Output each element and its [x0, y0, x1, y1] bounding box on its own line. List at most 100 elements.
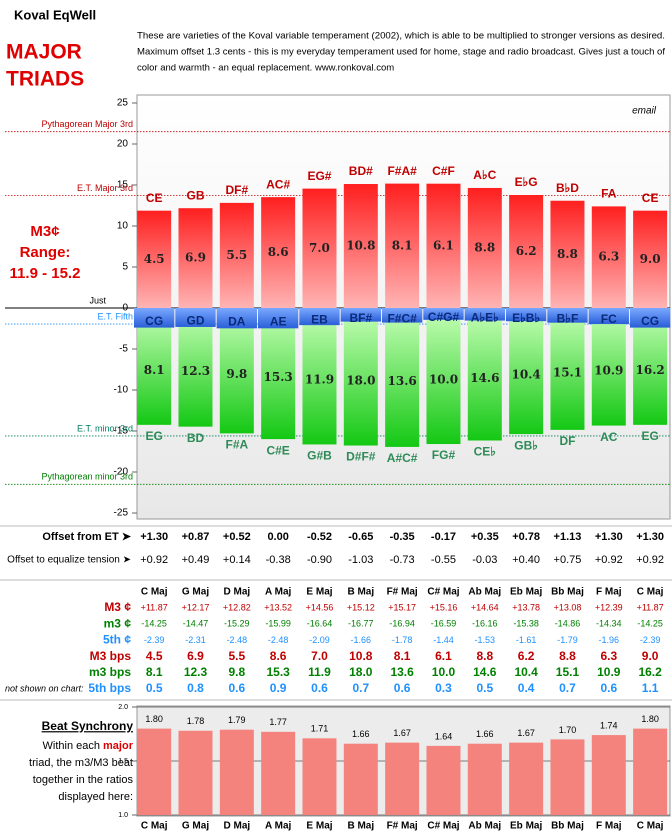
beat-text: Within each major	[43, 740, 134, 752]
note-label: A♭C	[473, 168, 496, 182]
table-cell: -1.96	[599, 635, 620, 645]
bar	[509, 308, 544, 435]
table-cell: +12.82	[223, 602, 251, 612]
beat-label: 6.2	[516, 244, 537, 258]
value-label: 1.79	[228, 715, 246, 725]
beat-label: 11.9	[305, 373, 334, 387]
table-note: not shown on chart:	[5, 683, 84, 693]
table-cell: 0.6	[600, 681, 617, 695]
table-cell: -15.38	[513, 619, 539, 629]
offset-cell: +0.92	[140, 554, 168, 566]
note-label: BF#	[349, 311, 372, 325]
table-cell: 0.4	[518, 681, 535, 695]
beat-label: 8.6	[268, 245, 289, 259]
y-tick-label: 20	[117, 139, 129, 150]
note-label: CG	[641, 314, 659, 328]
bar	[261, 731, 296, 815]
description: color and warmth - an equal replacement.…	[137, 63, 394, 74]
value-label: 1.71	[311, 724, 329, 734]
offset-cell: -1.03	[348, 554, 373, 566]
fifth-band	[629, 308, 671, 328]
email-link[interactable]: email	[632, 106, 657, 117]
offset-cell: -0.55	[431, 554, 456, 566]
heading: TRIADS	[6, 68, 84, 91]
reference-label: Pythagorean minor 3rd	[41, 472, 133, 482]
fifth-band	[257, 308, 299, 329]
table-cell: -2.31	[185, 635, 206, 645]
bar	[219, 202, 254, 308]
bar	[633, 728, 668, 815]
table-cell: 5.5	[228, 649, 245, 663]
table-cell: -14.47	[183, 619, 209, 629]
beat-label: 14.6	[470, 371, 499, 385]
value-label: 1.80	[145, 714, 163, 724]
offset-cell: -0.03	[472, 554, 497, 566]
beat-label: 18.0	[346, 373, 375, 387]
beat-label: 10.9	[594, 363, 623, 377]
beat-label: 10.4	[512, 368, 541, 382]
bar	[219, 729, 254, 815]
column-header: D Maj	[223, 587, 250, 598]
note-label: B♭D	[556, 181, 579, 195]
table-cell: -14.25	[141, 619, 167, 629]
table-cell: 13.6	[390, 665, 414, 679]
bar	[261, 197, 296, 308]
note-label: C#F	[432, 164, 455, 178]
x-tick-label: D Maj	[223, 821, 250, 832]
offset-cell: +0.87	[182, 531, 210, 543]
heading: MAJOR	[6, 41, 82, 64]
table-cell: 0.5	[476, 681, 493, 695]
beat-label: 6.9	[185, 251, 206, 265]
column-header: F# Maj	[387, 587, 418, 598]
beat-label: 6.3	[598, 250, 619, 264]
offset-cell: -0.35	[390, 531, 415, 543]
offset-cell: +0.35	[471, 531, 499, 543]
table-cell: -2.39	[640, 635, 661, 645]
table-cell: 8.1	[394, 649, 411, 663]
row-label: 5th ¢	[103, 633, 131, 647]
bar	[426, 745, 461, 815]
beat-label: 10.0	[429, 373, 458, 387]
note-label: AC	[600, 430, 618, 444]
note-label: CE♭	[474, 445, 496, 459]
bar	[550, 308, 585, 430]
table-cell: 15.1	[556, 665, 580, 679]
table-cell: 1.1	[642, 681, 659, 695]
x-tick-label: C# Maj	[427, 821, 459, 832]
beat-label: 6.1	[433, 238, 454, 252]
bar	[550, 200, 585, 308]
beat-text: displayed here:	[58, 791, 133, 803]
table-cell: +12.39	[595, 602, 623, 612]
note-label: FC	[601, 312, 617, 326]
bar	[467, 308, 502, 441]
offset-cell: +0.78	[512, 531, 540, 543]
column-header: B Maj	[347, 587, 374, 598]
table-cell: 12.3	[184, 665, 208, 679]
y-tick-label: -20	[114, 467, 129, 478]
beat-text: major	[103, 740, 134, 752]
offset-cell: +0.14	[223, 554, 251, 566]
table-cell: 0.7	[559, 681, 576, 695]
value-label: 1.64	[435, 731, 453, 741]
table-cell: -1.78	[392, 635, 413, 645]
table-cell: -1.44	[433, 635, 454, 645]
table-cell: -1.53	[475, 635, 496, 645]
offset-cell: -0.17	[431, 531, 456, 543]
table-cell: 11.9	[308, 665, 331, 679]
table-cell: 8.8	[476, 649, 493, 663]
x-tick-label: C Maj	[637, 821, 664, 832]
fifth-band	[134, 308, 175, 328]
offset-cell: +0.52	[223, 531, 251, 543]
value-label: 1.67	[393, 728, 411, 738]
x-tick-label: B Maj	[347, 821, 374, 832]
table-cell: 0.3	[435, 681, 452, 695]
table-cell: -1.61	[516, 635, 537, 645]
column-header: Bb Maj	[551, 587, 584, 598]
bar	[343, 308, 378, 446]
table-cell: 0.6	[228, 681, 245, 695]
table-cell: 0.6	[394, 681, 411, 695]
bar	[137, 728, 172, 815]
y-tick-label: 5	[122, 262, 128, 273]
value-label: 1.66	[352, 729, 370, 739]
offset-cell: +0.92	[636, 554, 664, 566]
